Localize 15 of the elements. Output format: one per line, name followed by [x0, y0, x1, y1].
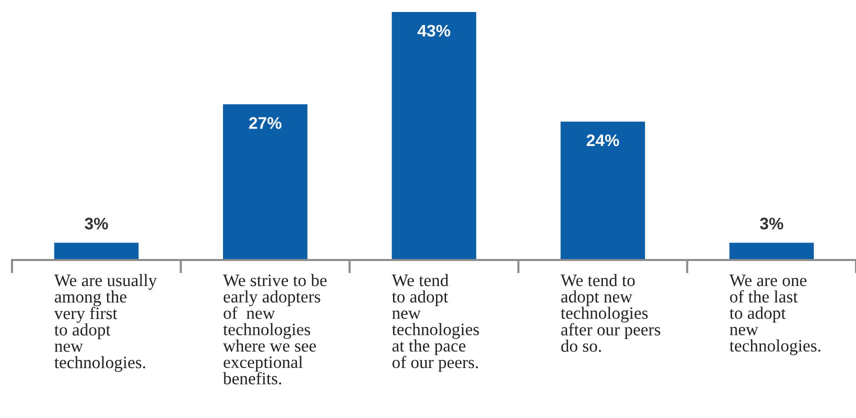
data-label: 3% [84, 218, 108, 230]
data-label: 24% [586, 134, 620, 146]
x-tick-label: We are one of the last to adopt new technologies. [729, 274, 820, 356]
x-tick-label: We tend to adopt new technologies after our peers do so. [560, 274, 660, 352]
data-label: 27% [249, 117, 282, 129]
data-label: 43% [418, 24, 450, 37]
x-tick-label: We are usually among the very first to adopt new technologies. [54, 274, 157, 372]
bar [729, 242, 814, 260]
x-tick-label: We tend to adopt new technologies at the pace of our peers. [392, 274, 479, 372]
bar [392, 12, 476, 260]
bar [54, 242, 139, 260]
data-label: 3% [760, 218, 784, 230]
bar [223, 104, 308, 260]
x-tick-label: We strive to be early adopters of new technologies where we see exceptional benefits. [223, 274, 327, 384]
bar [560, 122, 645, 260]
